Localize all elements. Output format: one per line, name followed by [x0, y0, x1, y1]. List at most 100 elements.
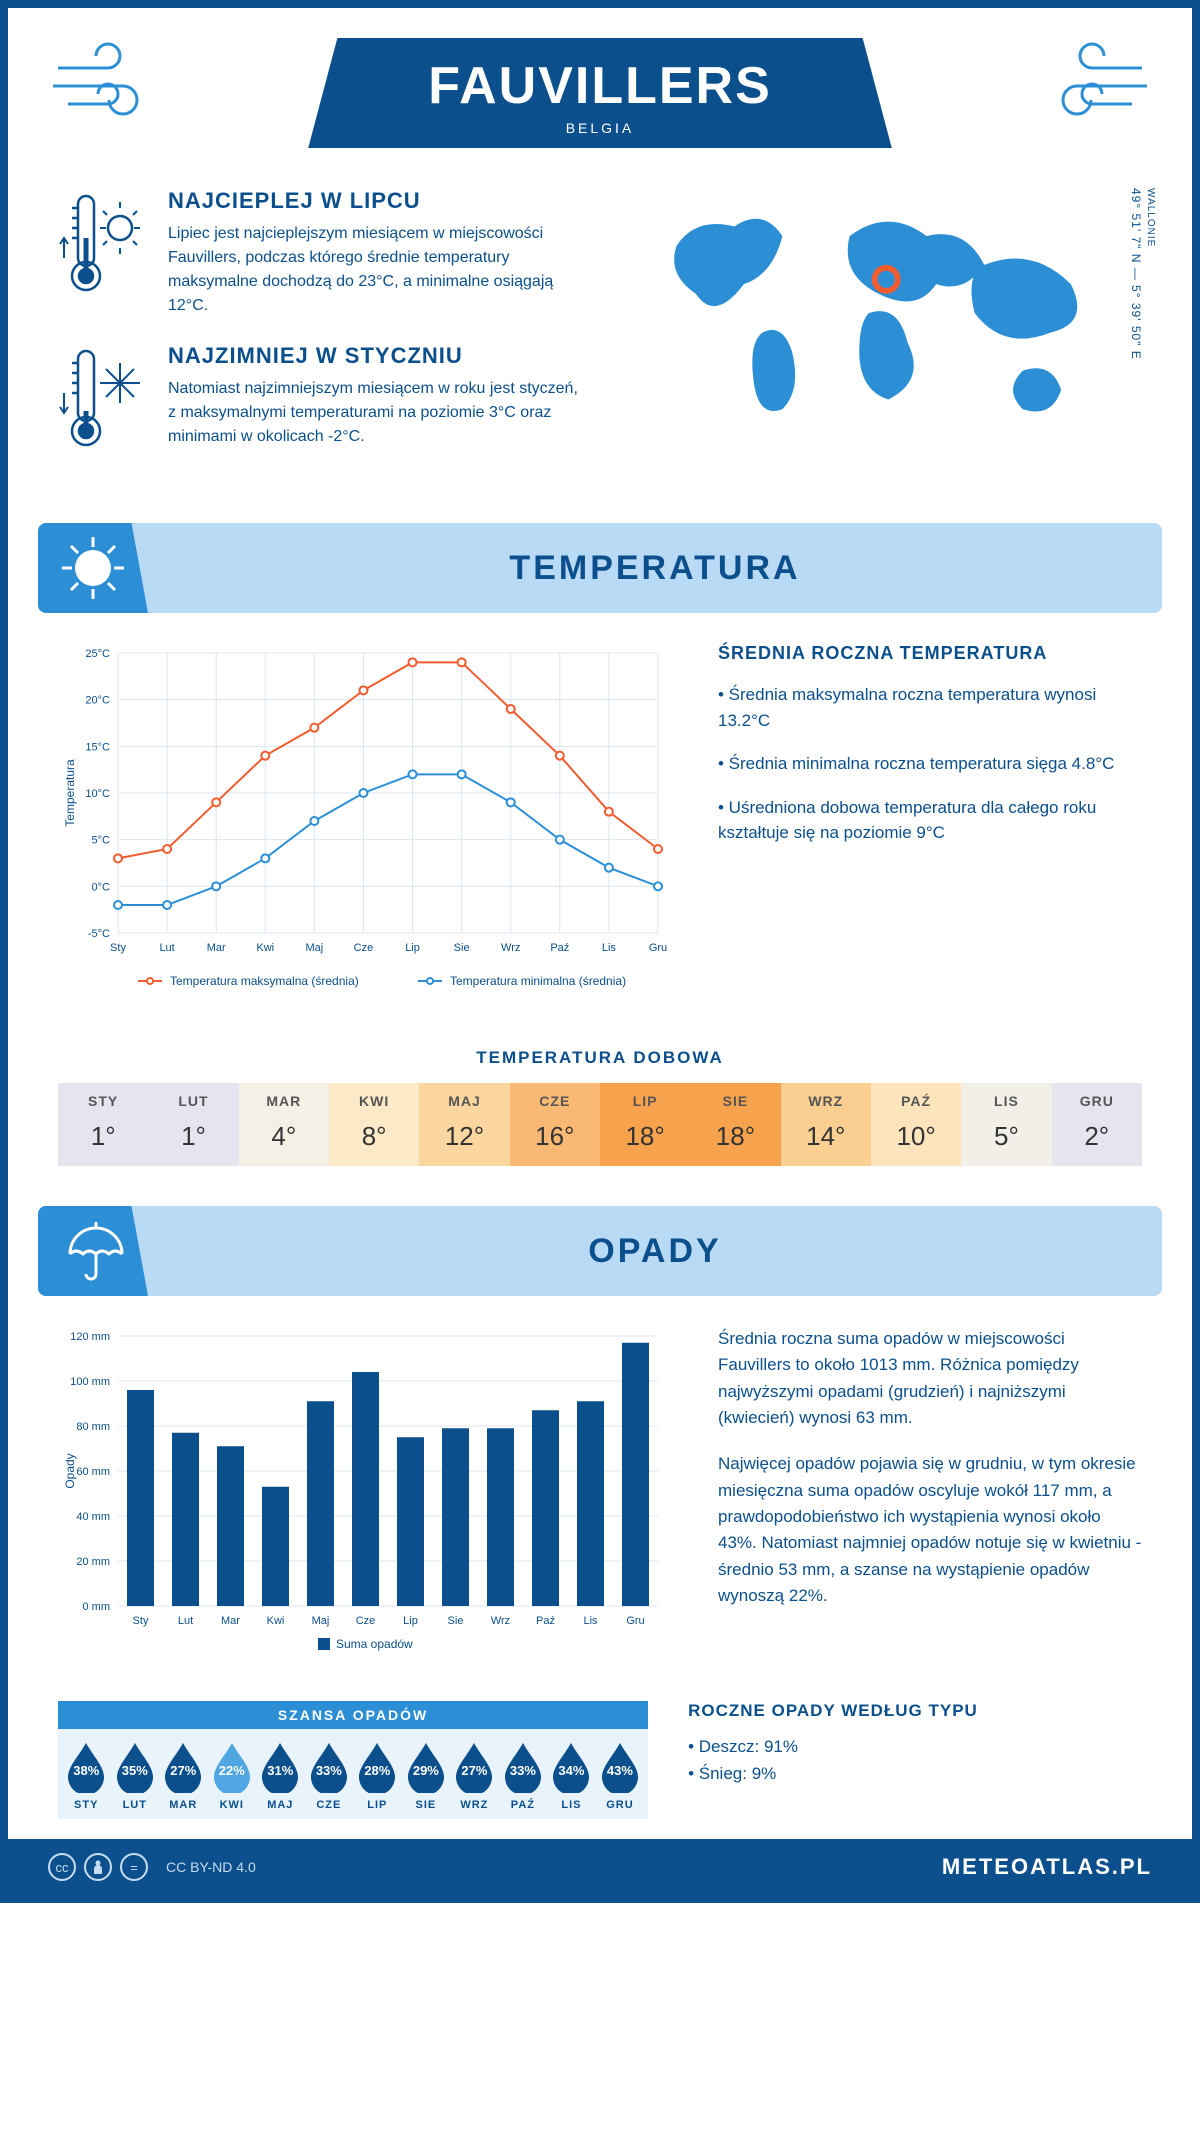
nd-icon: = — [120, 1853, 148, 1881]
license-block: cc = CC BY-ND 4.0 — [48, 1853, 256, 1881]
daily-cell: KWI8° — [329, 1083, 419, 1166]
daily-cell: GRU2° — [1052, 1083, 1142, 1166]
site-name: METEOATLAS.PL — [942, 1854, 1152, 1880]
chance-drops-row: 38% STY 35% LUT 27% MAR 22% KWI 31% MAJ — [58, 1729, 648, 1819]
chance-drop: 43% GRU — [596, 1741, 645, 1811]
svg-text:25°C: 25°C — [85, 648, 110, 660]
precip-type-panel: ROCZNE OPADY WEDŁUG TYPU • Deszcz: 91% •… — [688, 1701, 1142, 1819]
precip-text-2: Najwięcej opadów pojawia się w grudniu, … — [718, 1451, 1142, 1609]
precip-text-1: Średnia roczna suma opadów w miejscowośc… — [718, 1326, 1142, 1431]
footer: cc = CC BY-ND 4.0 METEOATLAS.PL — [8, 1839, 1192, 1895]
section-header-temperature: TEMPERATURA — [38, 523, 1162, 613]
precip-bar-chart: 0 mm20 mm40 mm60 mm80 mm100 mm120 mmOpad… — [58, 1326, 678, 1671]
chance-drop: 28% LIP — [353, 1741, 402, 1811]
daily-cell: PAŹ10° — [871, 1083, 961, 1166]
chance-drop: 27% MAR — [159, 1741, 208, 1811]
wind-icon-right — [1032, 38, 1152, 133]
fact-hottest: NAJCIEPLEJ W LIPCU Lipiec jest najcieple… — [58, 188, 585, 318]
svg-text:-5°C: -5°C — [88, 928, 110, 940]
daily-cell: MAJ12° — [419, 1083, 509, 1166]
chance-drop: 33% CZE — [305, 1741, 354, 1811]
temperature-body: -5°C0°C5°C10°C15°C20°C25°CStyLutMarKwiMa… — [8, 633, 1192, 1038]
chance-row-wrapper: SZANSA OPADÓW 38% STY 35% LUT 27% MAR 22… — [58, 1701, 1142, 1819]
precip-type-2: • Śnieg: 9% — [688, 1760, 1142, 1787]
svg-text:10°C: 10°C — [85, 788, 110, 800]
svg-text:60 mm: 60 mm — [76, 1466, 110, 1478]
svg-text:Lut: Lut — [178, 1615, 193, 1627]
svg-text:Maj: Maj — [312, 1615, 330, 1627]
title-banner: FAUVILLERS BELGIA — [308, 38, 892, 148]
svg-text:Temperatura maksymalna (średni: Temperatura maksymalna (średnia) — [170, 974, 359, 988]
svg-text:Sty: Sty — [110, 942, 126, 954]
sun-icon — [38, 523, 148, 613]
region-label: WALLONIE — [1145, 188, 1156, 247]
temperature-line-chart: -5°C0°C5°C10°C15°C20°C25°CStyLutMarKwiMa… — [58, 643, 678, 1008]
svg-text:100 mm: 100 mm — [70, 1376, 110, 1388]
svg-text:20°C: 20°C — [85, 695, 110, 707]
temperature-summary: ŚREDNIA ROCZNA TEMPERATURA • Średnia mak… — [718, 643, 1142, 1008]
umbrella-icon — [38, 1206, 148, 1296]
cc-icon: cc — [48, 1853, 76, 1881]
svg-text:15°C: 15°C — [85, 741, 110, 753]
svg-text:Gru: Gru — [626, 1615, 644, 1627]
temp-summary-2: • Średnia minimalna roczna temperatura s… — [718, 751, 1142, 777]
svg-text:Opady: Opady — [63, 1453, 77, 1488]
chance-drop: 33% PAŹ — [499, 1741, 548, 1811]
map-column: WALLONIE 49° 51' 7" N — 5° 39' 50" E — [615, 188, 1142, 483]
svg-text:Maj: Maj — [305, 942, 323, 954]
coords-value: 49° 51' 7" N — 5° 39' 50" E — [1129, 188, 1143, 360]
fact-cold-title: NAJZIMNIEJ W STYCZNIU — [168, 343, 585, 369]
fact-hot-text: Lipiec jest najcieplejszym miesiącem w m… — [168, 222, 585, 318]
svg-text:Cze: Cze — [354, 942, 374, 954]
daily-temp-title: TEMPERATURA DOBOWA — [8, 1048, 1192, 1068]
header: FAUVILLERS BELGIA — [8, 8, 1192, 168]
daily-cell: WRZ14° — [781, 1083, 871, 1166]
svg-text:120 mm: 120 mm — [70, 1331, 110, 1343]
chance-drop: 27% WRZ — [450, 1741, 499, 1811]
daily-cell: LUT1° — [148, 1083, 238, 1166]
precip-body: 0 mm20 mm40 mm60 mm80 mm100 mm120 mmOpad… — [8, 1316, 1192, 1691]
page-title: FAUVILLERS — [428, 56, 772, 116]
svg-text:Sie: Sie — [448, 1615, 464, 1627]
svg-text:Mar: Mar — [207, 942, 226, 954]
fact-cold-text: Natomiast najzimniejszym miesiącem w rok… — [168, 377, 585, 449]
coordinates: WALLONIE 49° 51' 7" N — 5° 39' 50" E — [1129, 188, 1157, 360]
thermometer-hot-icon — [58, 188, 148, 318]
temp-summary-3: • Uśredniona dobowa temperatura dla całe… — [718, 795, 1142, 846]
svg-text:Cze: Cze — [356, 1615, 376, 1627]
daily-cell: SIE18° — [690, 1083, 780, 1166]
svg-text:20 mm: 20 mm — [76, 1556, 110, 1568]
precip-type-1: • Deszcz: 91% — [688, 1733, 1142, 1760]
section-header-precip: OPADY — [38, 1206, 1162, 1296]
temp-summary-1: • Średnia maksymalna roczna temperatura … — [718, 682, 1142, 733]
by-icon — [84, 1853, 112, 1881]
page-subtitle: BELGIA — [428, 120, 772, 136]
svg-text:Lut: Lut — [159, 942, 174, 954]
svg-text:0 mm: 0 mm — [83, 1601, 111, 1613]
svg-text:Suma opadów: Suma opadów — [336, 1637, 413, 1651]
page: FAUVILLERS BELGIA — [0, 0, 1200, 1903]
svg-text:Lis: Lis — [583, 1615, 598, 1627]
svg-text:Lis: Lis — [602, 942, 617, 954]
chance-title: SZANSA OPADÓW — [58, 1701, 648, 1729]
precip-type-title: ROCZNE OPADY WEDŁUG TYPU — [688, 1701, 1142, 1721]
thermometer-cold-icon — [58, 343, 148, 458]
svg-text:Paź: Paź — [550, 942, 569, 954]
svg-text:Kwi: Kwi — [267, 1615, 285, 1627]
temp-summary-title: ŚREDNIA ROCZNA TEMPERATURA — [718, 643, 1142, 664]
chance-drop: 22% KWI — [208, 1741, 257, 1811]
svg-text:Paź: Paź — [536, 1615, 555, 1627]
daily-cell: CZE16° — [510, 1083, 600, 1166]
daily-temp-table: STY1°LUT1°MAR4°KWI8°MAJ12°CZE16°LIP18°SI… — [58, 1083, 1142, 1166]
daily-cell: MAR4° — [239, 1083, 329, 1166]
chance-panel: SZANSA OPADÓW 38% STY 35% LUT 27% MAR 22… — [58, 1701, 648, 1819]
svg-text:Temperatura minimalna (średnia: Temperatura minimalna (średnia) — [450, 974, 626, 988]
svg-text:0°C: 0°C — [92, 881, 111, 893]
license-text: CC BY-ND 4.0 — [166, 1859, 256, 1875]
svg-text:Mar: Mar — [221, 1615, 240, 1627]
svg-text:Kwi: Kwi — [256, 942, 274, 954]
chance-drop: 31% MAJ — [256, 1741, 305, 1811]
daily-cell: LIS5° — [961, 1083, 1051, 1166]
world-map-icon — [615, 188, 1142, 438]
svg-text:Sie: Sie — [454, 942, 470, 954]
